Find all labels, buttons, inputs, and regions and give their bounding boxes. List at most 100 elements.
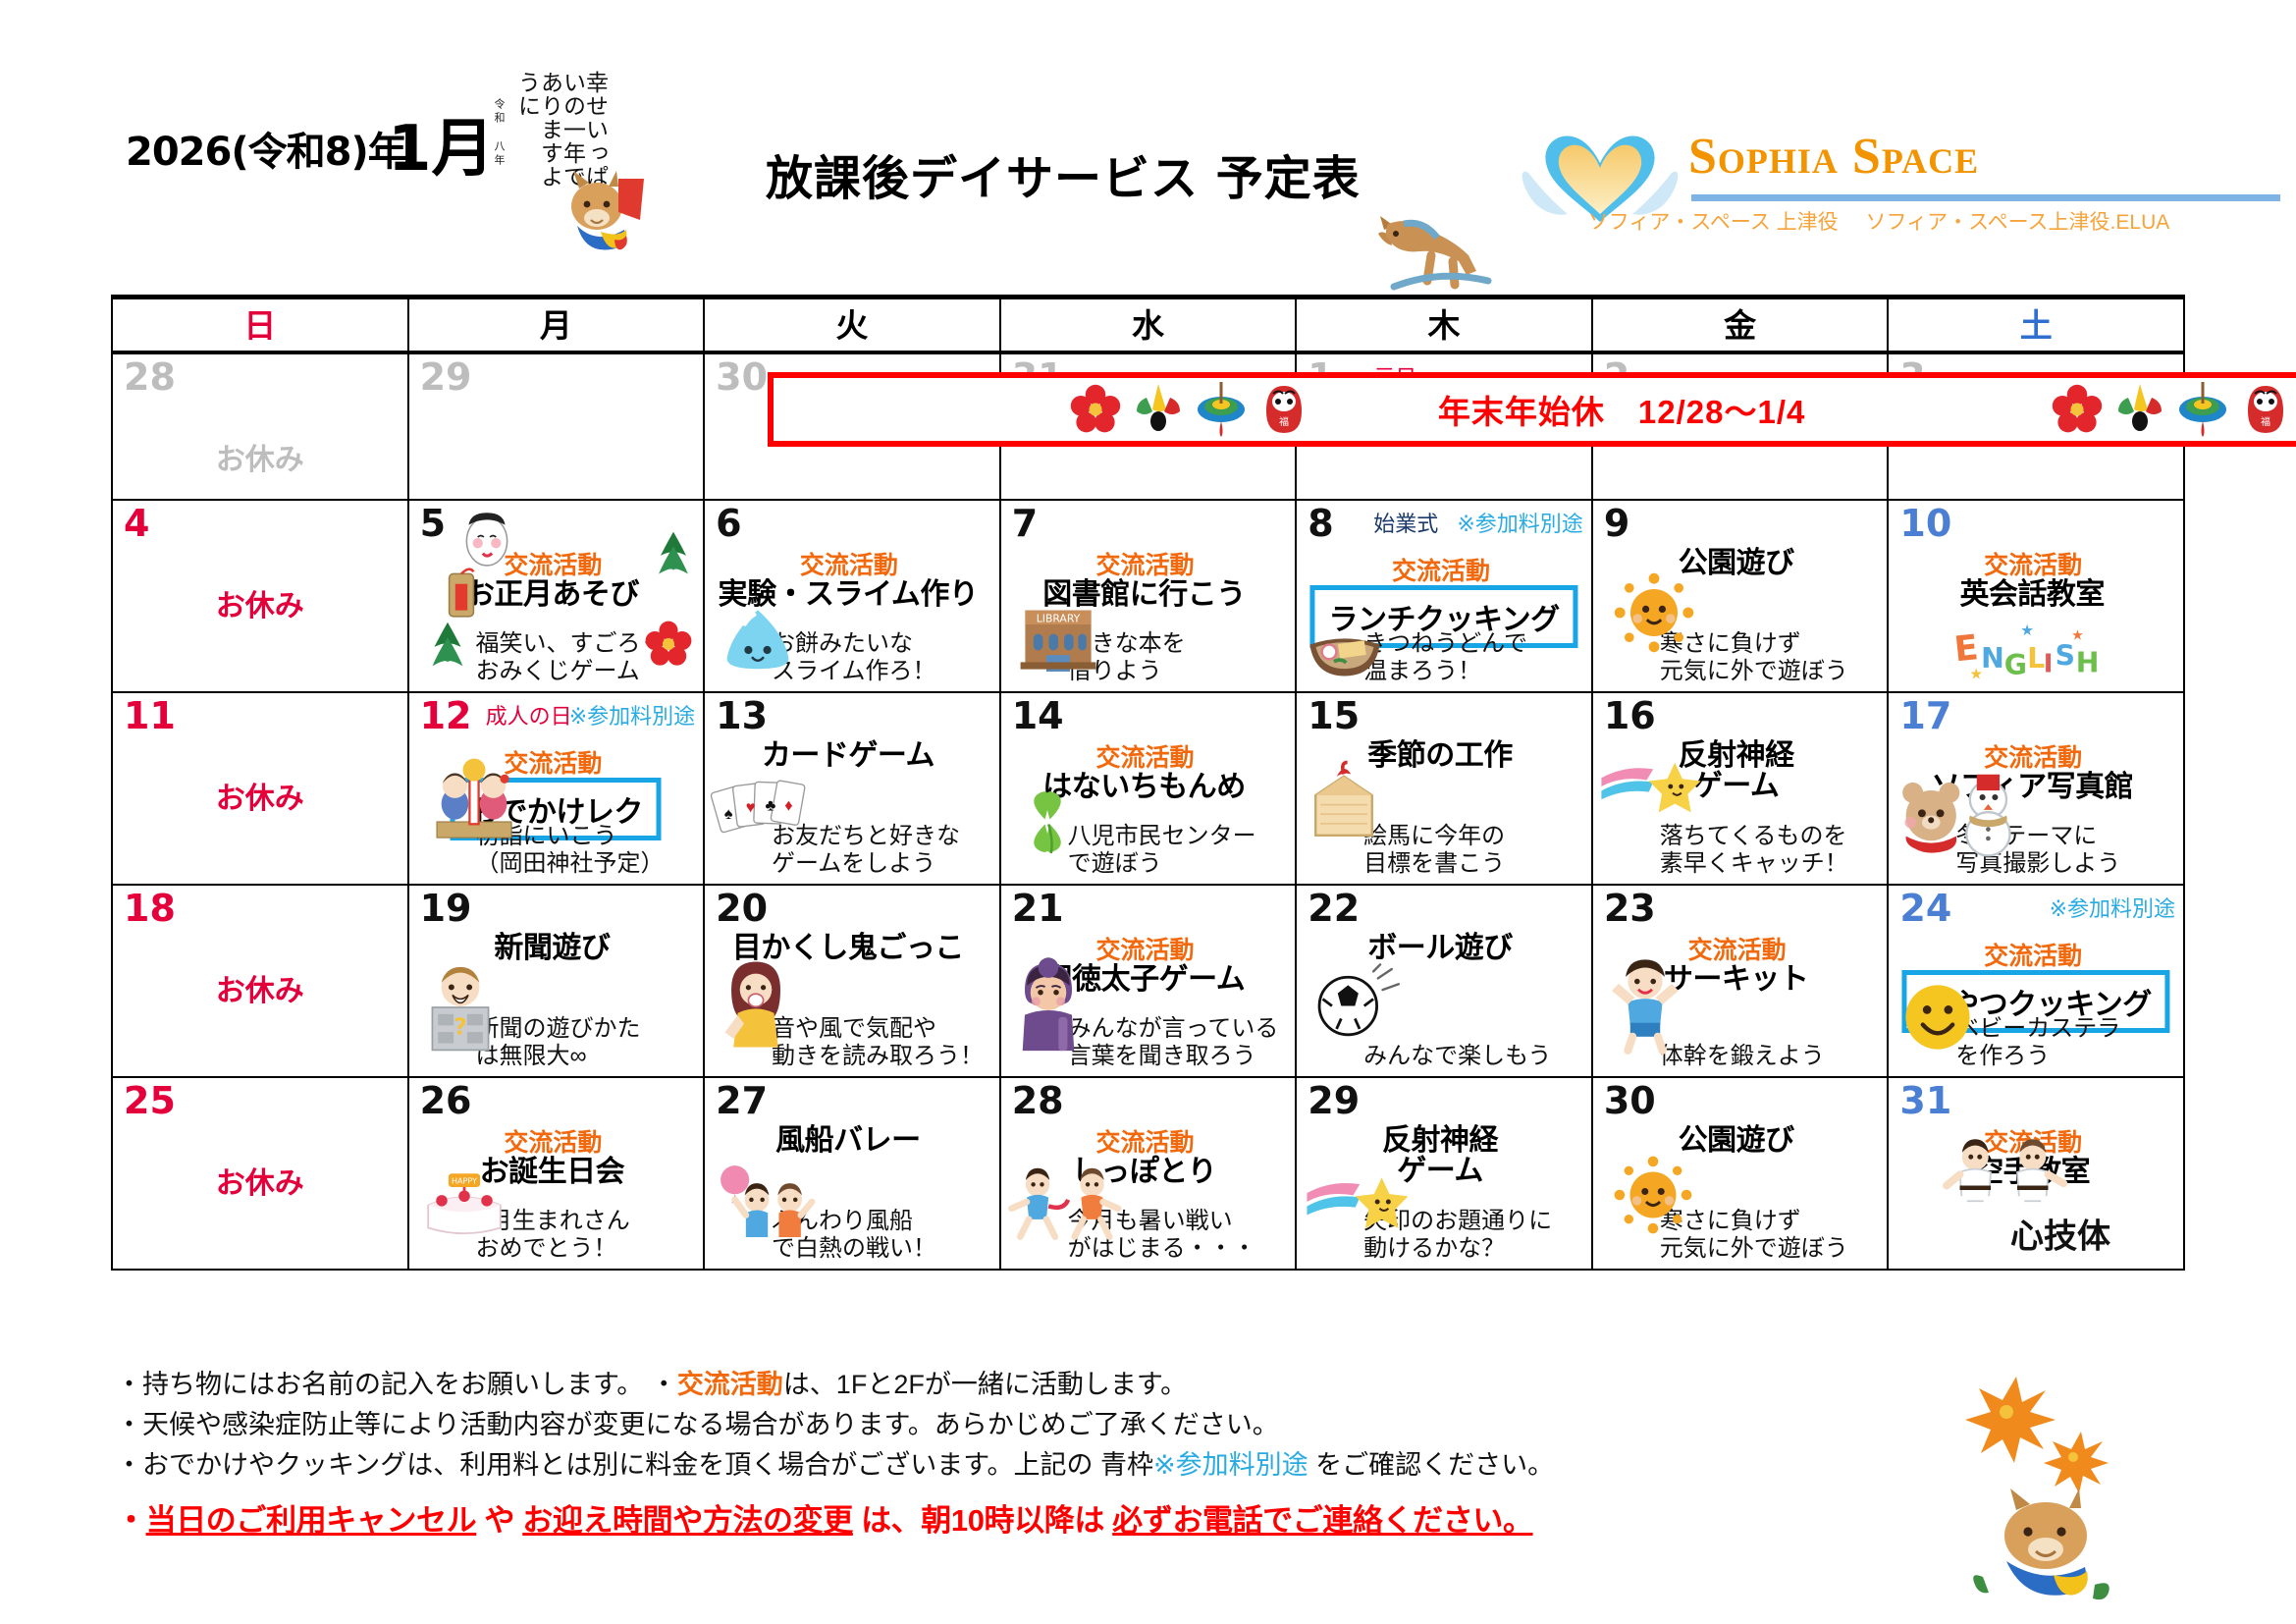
activity-title: 新聞遊び [494,931,611,964]
final-underline-2: お迎え時間や方法の変更 [522,1503,853,1539]
day-number: 11 [124,693,176,737]
day-note-label: 成人の日 [485,703,572,729]
calendar-day-cell[interactable]: 29 反射神経 ゲーム 矢印のお題通りに 動けるかな？ [1295,1075,1593,1271]
calendar-day-cell[interactable]: 30 福年末年始休 12/28〜1/4 福 [703,351,2296,501]
calendar-day-cell[interactable]: 17 交流活動 ソフィア写真館 冬をテーマに 写真撮影しよう [1887,690,2185,886]
calendar-day-cell[interactable]: 25 お休み [111,1075,409,1271]
calendar-day-cell[interactable]: 7 交流活動 図書館に行こう 好きな本を 借りよう LIBRARY [998,498,1298,693]
activity-description: 矢印のお題通りに 動けるかな？ [1363,1207,1553,1262]
note-3-text-a: ・おでかけやクッキングは、利用料とは別に料金を頂く場合がございます。上記の 青枠 [116,1450,1153,1481]
day-number: 14 [1011,693,1064,737]
calendar-day-cell[interactable]: 22 ボール遊び みんなで楽しもう [1295,883,1593,1078]
activity-description: 今月も暑い戦い がはじまる・・・ [1067,1207,1256,1262]
day-number: 25 [124,1078,176,1122]
activity-description: 1月生まれさん おめでとう！ [475,1207,630,1262]
extra-fee-note: ※参加料別途 [568,703,696,729]
month-label: 1月 [388,113,495,186]
calendar-day-cell[interactable]: 29 [406,351,706,501]
calendar-day-cell[interactable]: 19 新聞遊び 新聞の遊びかた は無限大∞? [406,883,706,1078]
activity-title: 公園遊び [1678,546,1794,579]
calendar-day-cell[interactable]: 23 交流活動 サーキット 体幹を鍛えよう [1590,883,1890,1078]
final-mid-2: は、朝10時以降は [852,1503,1113,1539]
calendar-day-cell[interactable]: 6 交流活動 実験・スライム作り お餅みたいな スライム作ろ！ [703,498,1001,693]
calendar-day-cell[interactable]: 10 交流活動 英会話教室 E N G L I S H ★ ★ ★ [1887,498,2185,693]
day-cell-content: 30 [705,354,999,499]
calendar-day-cell[interactable]: 30 公園遊び 寒さに負けず 元気に外で遊ぼう [1590,1075,1890,1271]
calendar-day-cell[interactable]: 27 風船バレー ふんわり風船 で白熱の戦い！ [703,1075,1001,1271]
calendar-day-cell[interactable]: 8 始業式 ※参加料別途 交流活動 ランチクッキング きつねうどんで 温まろう！ [1295,498,1593,693]
day-cell-content: 29 反射神経 ゲーム 矢印のお題通りに 動けるかな？ [1297,1078,1591,1269]
activity-title: お誕生日会 [479,1155,625,1188]
logo-subtitle: ソフィア・スペース 上津役 ソフィア・スペース上津役.ELUA [1517,206,2263,236]
activity-title: カードゲーム [761,738,935,772]
calendar-day-cell[interactable]: 28 交流活動 しっぽとり 今月も暑い戦い がはじまる・・・ [998,1075,1298,1271]
calendar-day-cell[interactable]: 24 ※参加料別途 交流活動 おやつクッキング ベビーカステラ を作ろう [1887,883,2185,1078]
activity-title: はないちもんめ [1042,770,1246,803]
calendar-day-cell[interactable]: 9 公園遊び 寒さに負けず 元気に外で遊ぼう [1590,498,1890,693]
exchange-activity-tag: 交流活動 [1095,743,1195,772]
closed-label: お休み [215,1166,304,1200]
activity-description: 福笑い、すごろく おみくじゲーム [475,629,665,684]
day-cell-content: 20 目かくし鬼ごっこ 音や風で気配や 動きを読み取ろう！ [705,886,999,1076]
calendar-day-cell[interactable]: 13 カードゲーム お友だちと好きな ゲームをしよう ♠ ♥ ♣ ♦ [703,690,1001,886]
note-line-3: ・おでかけやクッキングは、利用料とは別に料金を頂く場合がございます。上記の 青枠… [116,1445,2079,1486]
activity-title: 公園遊び [1678,1123,1794,1157]
calendar-day-cell[interactable]: 20 目かくし鬼ごっこ 音や風で気配や 動きを読み取ろう！ [703,883,1001,1078]
day-cell-content: 21 交流活動 聖徳太子ゲーム みんなが言っている 言葉を聞き取ろう [1001,886,1296,1076]
activity-description: 絵馬に今年の 目標を書こう [1363,822,1506,877]
day-number: 9 [1603,501,1630,545]
calendar-day-cell[interactable]: 11 お休み [111,690,409,886]
calendar-day-cell[interactable]: 14 交流活動 はないちもんめ 八児市民センター で遊ぼう [998,690,1298,886]
day-number: 10 [1899,501,1952,545]
day-number: 4 [124,501,150,545]
exchange-activity-tag: 交流活動 [1984,743,2083,772]
closed-label: お休み [215,589,304,623]
calendar-day-cell[interactable]: 5 交流活動 お正月あそび 福笑い、すごろく おみくじゲーム [406,498,706,693]
calendar-day-cell[interactable]: 21 交流活動 聖徳太子ゲーム みんなが言っている 言葉を聞き取ろう [998,883,1298,1078]
calendar-day-cell[interactable]: 31 交流活動 空手教室 心技体 [1887,1075,2185,1271]
banner-icons-right: 福 [2050,380,2293,439]
calendar-day-cell[interactable]: 12 成人の日 ※参加料別途 交流活動 おでかけレク 初詣にいこう （岡田神社予定） [406,690,706,886]
day-number: 28 [124,354,176,399]
activity-title: 目かくし鬼ごっこ [731,931,964,964]
calendar-day-cell[interactable]: 18 お休み [111,883,409,1078]
svg-text:S: S [2056,639,2075,672]
calendar-day-cell[interactable]: 16 反射神経 ゲーム 落ちてくるものを 素早くキャッチ！ [1590,690,1890,886]
final-prefix: ・ [116,1503,146,1539]
rocking-horse-icon [1378,216,1492,291]
activity-description: ふんわり風船 で白熱の戦い！ [772,1207,937,1262]
calendar-day-cell[interactable]: 4 お休み [111,498,409,693]
day-number: 12 [419,693,472,737]
english-icon: E N G L I S H ★ ★ ★ [1949,617,2114,682]
note-1-text-a: ・持ち物にはお名前の記入をお願いします。 ・ [116,1370,677,1399]
activity-title: 風船バレー [775,1123,921,1157]
weekday-header-row: 日 月 火 水 木 金 土 [111,295,2185,354]
day-cell-content: 23 交流活動 サーキット 体幹を鍛えよう [1593,886,1888,1076]
daruma-icon: 福 [2238,380,2293,439]
svg-text:♦: ♦ [784,796,792,814]
weekday-header-thu: 木 [1295,295,1593,354]
day-number: 29 [1308,1078,1361,1122]
day-cell-content: 25 お休み [113,1078,407,1269]
year-label: 2026(令和8)年 [126,130,407,175]
logo-wordmark: Sophia Space [1688,129,1980,185]
day-number: 16 [1603,693,1656,737]
day-cell-content: 17 交流活動 ソフィア写真館 冬をテーマに 写真撮影しよう [1889,693,2183,884]
calendar-day-cell[interactable]: 26 交流活動 お誕生日会 1月生まれさん おめでとう！ HAPPY [406,1075,706,1271]
day-number: 6 [716,501,742,545]
svg-text:N: N [1982,641,2005,674]
page-title: 放課後デイサービス 予定表 [766,151,1361,206]
holiday-banner-text: 年末年始休 12/28〜1/4 [1437,393,1806,430]
calendar-table: 日 月 火 水 木 金 土 28 お休み 29 30 福 年末年始休 12/28〜1/4 福… [111,295,2296,1271]
svg-text:★: ★ [2071,626,2084,642]
activity-title: ソフィア写真館 [1931,770,2134,803]
day-cell-content: 15 季節の工作 絵馬に今年の 目標を書こう [1297,693,1591,884]
activity-description: みんなで楽しもう [1363,1042,1552,1069]
calendar-day-cell[interactable]: 28 お休み [111,351,409,501]
soccer-icon [1307,962,1401,1043]
final-underline-1: 当日のご利用キャンセル [145,1503,477,1539]
brush-sub-text: 令和 八年 [493,98,505,168]
note-line-2: ・天候や感染症防止等により活動内容が変更になる場合があります。あらかじめご了承く… [116,1410,1279,1440]
calendar-day-cell[interactable]: 15 季節の工作 絵馬に今年の 目標を書こう [1295,690,1593,886]
note-3-fee: ※参加料別途 [1153,1450,1308,1481]
